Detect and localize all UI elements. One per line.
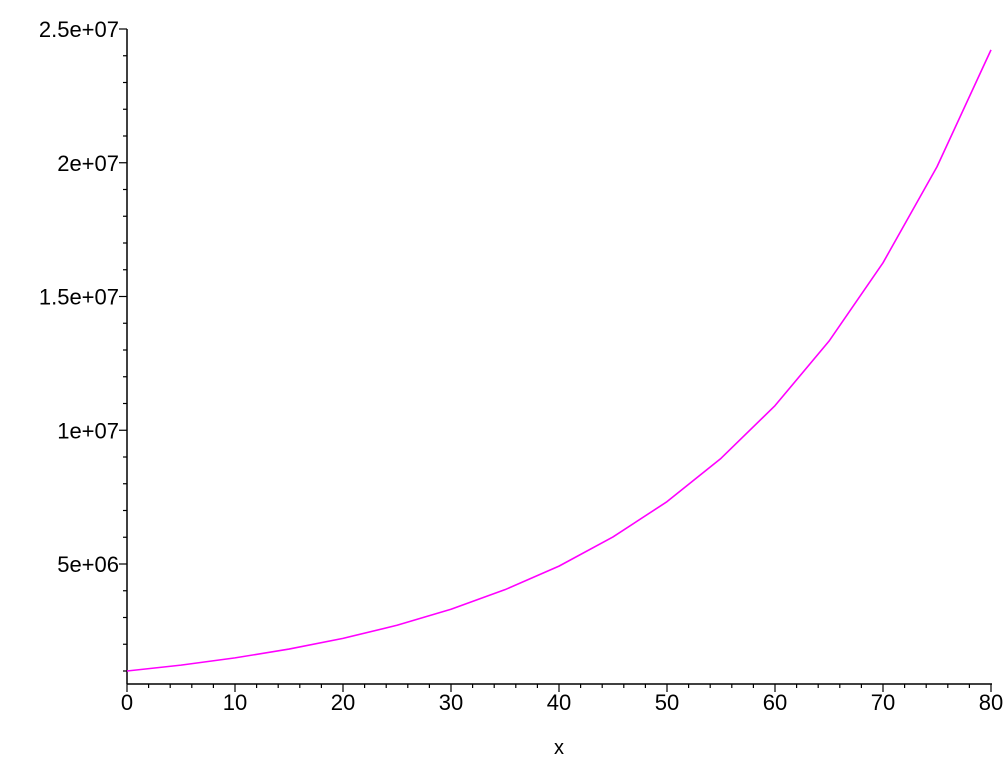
x-axis-ticks: 0 10 20 30 40 50 60 70 80 (121, 684, 1003, 715)
y-tick-label: 5e+06 (57, 552, 119, 577)
x-tick-label: 20 (331, 690, 355, 715)
y-tick-label: 1e+07 (57, 418, 119, 443)
y-tick-label: 2.5e+07 (39, 17, 119, 42)
x-tick-label: 70 (871, 690, 895, 715)
y-axis-ticks: 5e+06 1e+07 1.5e+07 2e+07 2.5e+07 (39, 17, 127, 672)
chart-axes (126, 29, 992, 685)
x-tick-label: 50 (655, 690, 679, 715)
x-tick-label: 40 (547, 690, 571, 715)
x-tick-label: 30 (439, 690, 463, 715)
series-line (126, 49, 992, 672)
x-tick-label: 0 (121, 690, 133, 715)
y-tick-label: 2e+07 (57, 151, 119, 176)
x-tick-label: 80 (979, 690, 1003, 715)
x-axis-label: x (554, 737, 564, 759)
x-tick-label: 10 (223, 690, 247, 715)
y-tick-label: 1.5e+07 (39, 285, 119, 310)
x-tick-label: 60 (763, 690, 787, 715)
series-layer (126, 49, 992, 672)
